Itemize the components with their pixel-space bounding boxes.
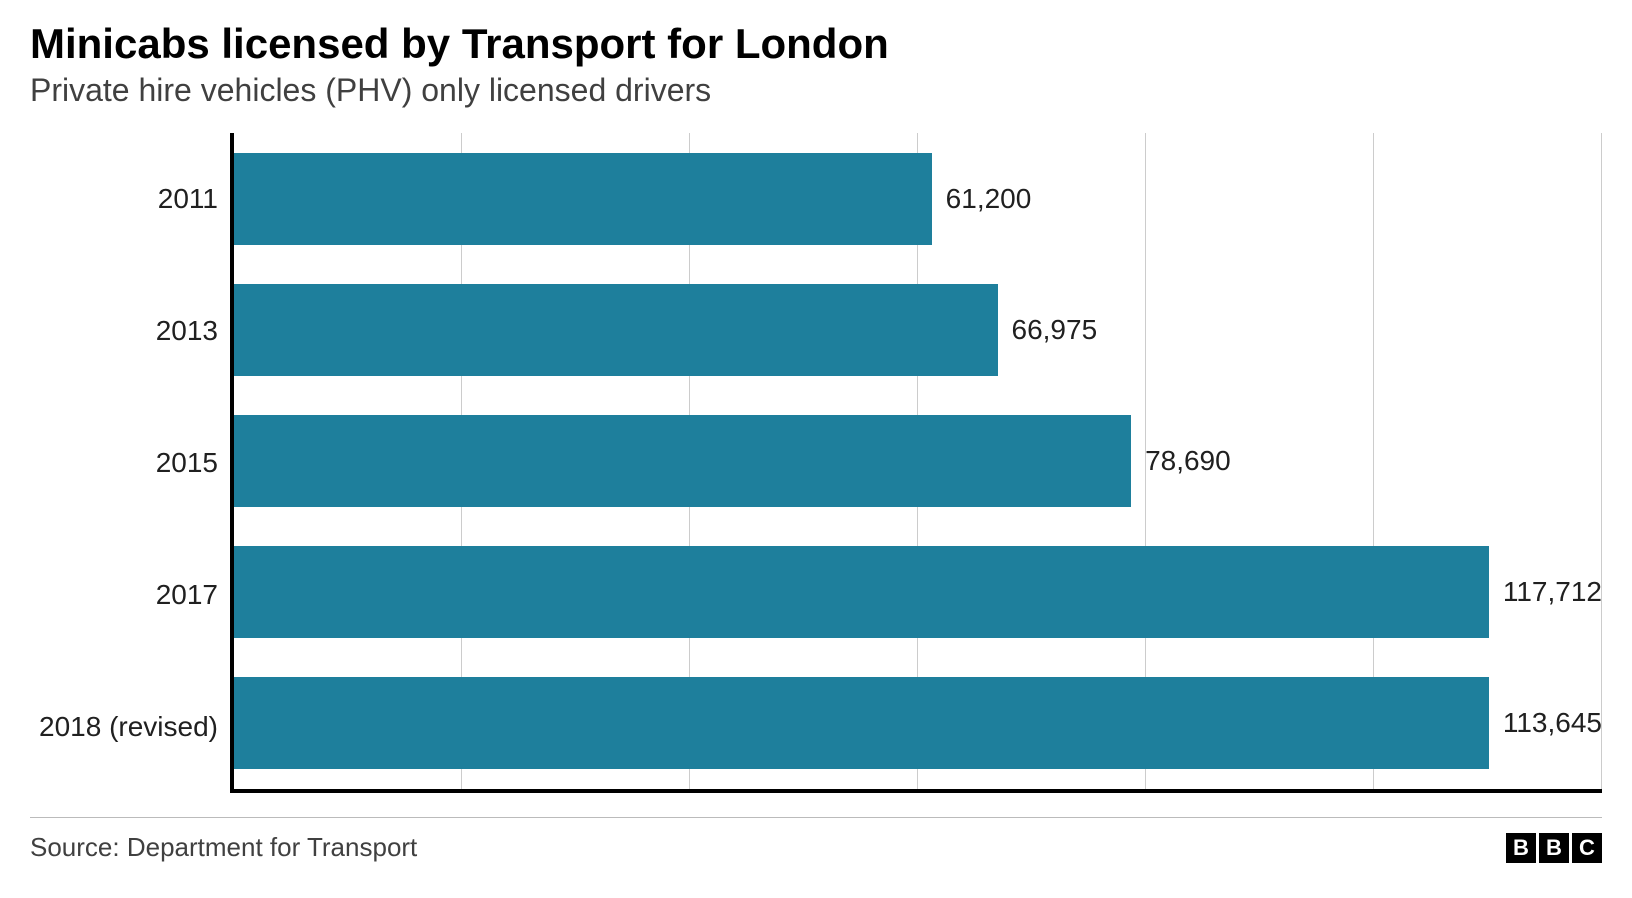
y-axis-labels: 20112013201520172018 (revised) [30,133,230,793]
bar-value-label: 66,975 [998,314,1098,346]
bar-value-label: 61,200 [932,183,1032,215]
y-axis-label: 2015 [30,397,218,529]
chart-footer: Source: Department for Transport BBC [30,817,1602,863]
y-axis-label: 2011 [30,133,218,265]
source-text: Source: Department for Transport [30,832,417,863]
bbc-logo-letter: C [1572,833,1602,863]
bar [234,415,1131,507]
y-axis-label: 2018 (revised) [30,661,218,793]
bbc-logo: BBC [1506,833,1602,863]
chart-subtitle: Private hire vehicles (PHV) only license… [30,72,1602,109]
bar [234,284,998,376]
y-axis-label: 2017 [30,529,218,661]
bar-row: 113,645 [234,677,1602,769]
bar-row: 66,975 [234,284,1602,376]
bar [234,677,1489,769]
bar-row: 78,690 [234,415,1602,507]
bars-container: 61,200 66,975 78,690 117,712 113,645 [234,133,1602,789]
bar-value-label: 78,690 [1131,445,1231,477]
chart-area: 20112013201520172018 (revised) 61,200 66,… [30,133,1602,793]
bar [234,153,932,245]
bbc-logo-letter: B [1506,833,1536,863]
bbc-logo-letter: B [1539,833,1569,863]
bar-value-label: 117,712 [1489,576,1602,608]
chart-title: Minicabs licensed by Transport for Londo… [30,20,1602,68]
bar-value-label: 113,645 [1489,707,1602,739]
bar [234,546,1489,638]
bar-row: 61,200 [234,153,1602,245]
bar-row: 117,712 [234,546,1602,638]
chart-plot: 61,200 66,975 78,690 117,712 113,645 [230,133,1602,793]
y-axis-label: 2013 [30,265,218,397]
